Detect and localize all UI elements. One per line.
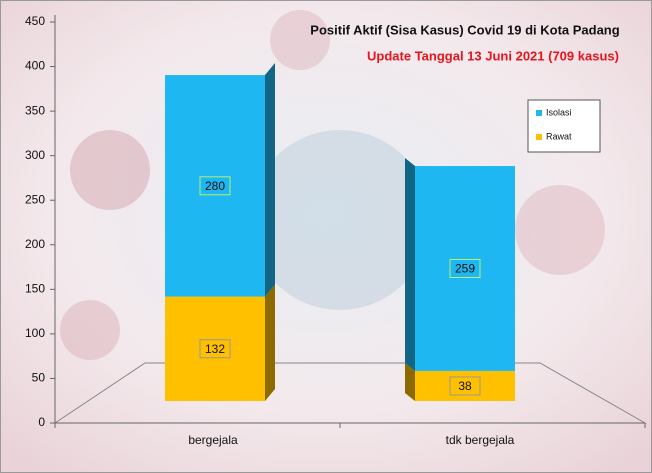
legend-swatch (536, 110, 542, 116)
y-tick-label: 250 (25, 192, 45, 206)
y-tick-label: 100 (25, 326, 45, 340)
value-label: 38 (458, 379, 472, 393)
value-label: 259 (455, 262, 475, 276)
y-tick-label: 200 (25, 237, 45, 251)
legend-swatch (536, 134, 542, 140)
legend (527, 99, 601, 153)
bar-side (265, 284, 275, 401)
bar-side (405, 362, 415, 401)
y-tick-label: 350 (25, 103, 45, 117)
y-tick-label: 0 (38, 415, 45, 429)
legend-label: Isolasi (546, 107, 572, 117)
value-label: 280 (205, 179, 225, 193)
value-label-box (449, 258, 481, 278)
chart-subtitle: Update Tanggal 13 Juni 2021 (709 kasus) (367, 48, 619, 63)
y-tick-label: 300 (25, 148, 45, 162)
value-label-box (199, 176, 231, 196)
legend-label: Rawat (546, 131, 572, 141)
chart-title: Positif Aktif (Sisa Kasus) Covid 19 di K… (310, 22, 619, 37)
y-tick-label: 400 (25, 59, 45, 73)
x-tick-label: tdk bergejala (446, 433, 515, 447)
value-label: 132 (205, 342, 225, 356)
bar-side (265, 63, 275, 297)
y-tick-label: 150 (25, 282, 45, 296)
bar-side (405, 158, 415, 371)
value-label-box (199, 339, 231, 359)
y-tick-label: 450 (25, 14, 45, 28)
y-tick-label: 50 (32, 371, 46, 385)
background-decoration (60, 10, 605, 360)
x-tick-label: bergejala (188, 433, 238, 447)
value-label-box (449, 376, 481, 396)
